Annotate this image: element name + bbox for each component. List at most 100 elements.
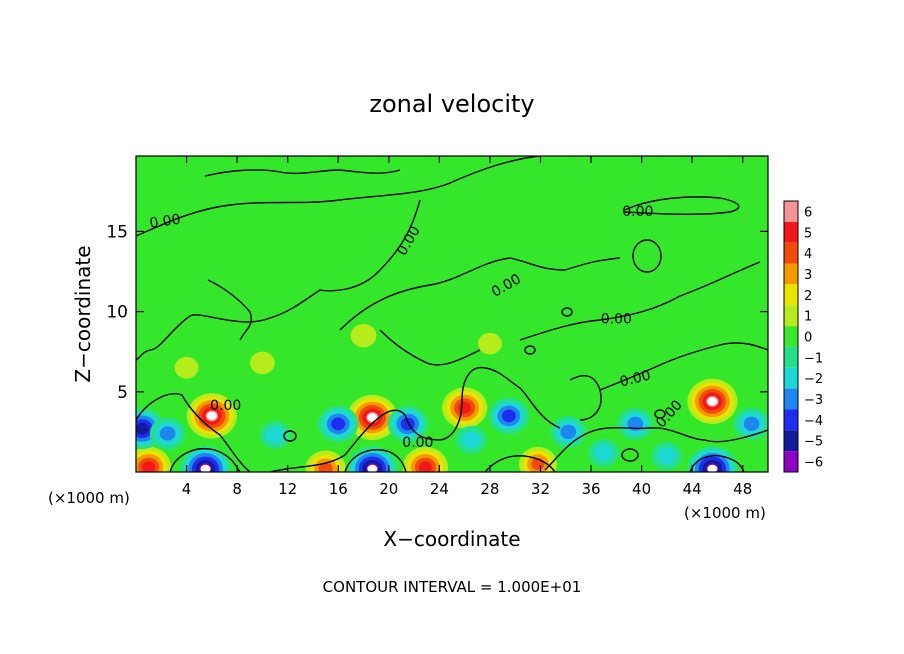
velocity-blob xyxy=(350,323,377,348)
velocity-core xyxy=(367,464,378,472)
colorbar-label: 2 xyxy=(804,289,812,304)
colorbar-swatch xyxy=(784,263,798,285)
velocity-blob xyxy=(318,462,333,472)
contour-loop-1 xyxy=(632,239,662,273)
velocity-blob xyxy=(331,417,346,431)
x-tick-label: 32 xyxy=(531,480,550,498)
colorbar-swatch xyxy=(784,451,798,472)
colorbar-swatch xyxy=(784,305,798,327)
x-unit-right: (×1000 m) xyxy=(684,504,766,522)
velocity-blob xyxy=(461,431,481,449)
x-tick-label: 4 xyxy=(182,480,192,498)
contour-label: 0.00 xyxy=(149,212,182,232)
x-tick-label: 12 xyxy=(278,480,297,498)
velocity-blob xyxy=(136,422,149,435)
contour-labels: 0.000.000.000.000.000.000.000.000.00 xyxy=(149,204,686,451)
velocity-blob xyxy=(142,461,156,472)
colorbar-swatch xyxy=(784,346,798,368)
x-tick-label: 16 xyxy=(329,480,348,498)
y-tick-label: 5 xyxy=(117,383,128,403)
x-tick-label: 28 xyxy=(480,480,499,498)
contour-loop-6 xyxy=(524,345,536,355)
contour-lower-3 xyxy=(269,366,561,472)
contour-label: 0.00 xyxy=(601,312,632,328)
velocity-blob xyxy=(265,426,285,444)
colorbar: 6 5 4 3 2 1 0 −1 −2 −3 −4 −5 −6 xyxy=(783,200,823,473)
contour-diagonal xyxy=(136,199,421,361)
contour-label: 0.00 xyxy=(210,398,241,414)
y-tick-label: 10 xyxy=(106,303,128,323)
contour-lower-6 xyxy=(169,448,241,472)
velocity-blob xyxy=(419,461,432,472)
contour-lower-4 xyxy=(544,427,768,471)
velocity-blob xyxy=(501,409,516,423)
plot-frame xyxy=(135,155,769,473)
colorbar-label: 6 xyxy=(804,205,812,220)
velocity-blob xyxy=(477,332,502,355)
velocity-blob xyxy=(249,351,275,375)
velocity-field xyxy=(136,323,768,472)
contour-loop-7 xyxy=(654,409,666,419)
colorbar-swatch xyxy=(784,242,798,264)
colorbar-swatch xyxy=(784,388,798,410)
contour-mid-4 xyxy=(379,329,481,366)
colorbar-swatch xyxy=(784,430,798,452)
contour-mid-2 xyxy=(339,257,621,331)
colorbar-swatch xyxy=(784,326,798,347)
velocity-blob xyxy=(627,416,644,432)
contour-lower-2 xyxy=(136,393,251,472)
contour-upper-left xyxy=(204,169,401,177)
contour-mid-3 xyxy=(519,261,761,341)
contour-lower-8 xyxy=(689,454,745,472)
colorbar-label: 4 xyxy=(804,247,812,262)
colorbar-label: 3 xyxy=(804,268,812,283)
velocity-core xyxy=(367,413,378,422)
contour-loop-2 xyxy=(624,196,740,215)
x-tick-label: 24 xyxy=(430,480,449,498)
contour-lower-5 xyxy=(569,374,602,421)
chart-title: zonal velocity xyxy=(369,90,534,118)
x-tick-label: 44 xyxy=(683,480,702,498)
colorbar-swatch xyxy=(784,367,798,389)
x-tick-label: 40 xyxy=(632,480,651,498)
contour-lower-9 xyxy=(484,455,556,472)
velocity-blob xyxy=(657,447,677,465)
colorbar-label: −6 xyxy=(804,456,823,471)
plot-area: 0.000.000.000.000.000.000.000.000.00 xyxy=(135,155,769,473)
x-tick-label: 20 xyxy=(379,480,398,498)
velocity-blob xyxy=(174,356,199,379)
colorbar-label: −5 xyxy=(804,435,823,450)
contour-interval-note: CONTOUR INTERVAL = 1.000E+01 xyxy=(323,578,582,596)
velocity-blob xyxy=(594,444,614,462)
velocity-core xyxy=(200,464,211,472)
velocity-core xyxy=(707,464,718,472)
x-tick-label: 8 xyxy=(232,480,242,498)
y-axis-label: Z−coordinate xyxy=(71,245,95,382)
x-unit-left: (×1000 m) xyxy=(48,489,130,507)
velocity-core xyxy=(206,411,217,420)
colorbar-label: 0 xyxy=(804,331,812,346)
contour-upper xyxy=(136,156,541,237)
velocity-blob xyxy=(560,424,577,440)
zero-contours xyxy=(136,156,768,472)
contour-label: 0.00 xyxy=(622,204,653,220)
colorbar-label: 5 xyxy=(804,226,812,241)
colorbar-label: −2 xyxy=(804,372,823,387)
velocity-blob xyxy=(743,416,760,432)
x-tick-label: 48 xyxy=(733,480,752,498)
contour-mid-1 xyxy=(207,279,252,341)
contour-lower-1 xyxy=(599,342,768,391)
colorbar-label: 1 xyxy=(804,310,812,325)
contour-label: 0.00 xyxy=(618,367,652,390)
colorbar-label: −4 xyxy=(804,414,823,429)
x-axis-label: X−coordinate xyxy=(383,527,520,551)
velocity-blob xyxy=(400,417,415,431)
colorbar-swatch xyxy=(784,201,798,222)
colorbar-swatch xyxy=(784,284,798,306)
contour-label: 0.00 xyxy=(402,435,433,451)
colorbar-frame xyxy=(783,200,799,473)
x-axis-ticks: 4 8 12 16 20 24 28 32 36 40 44 48 xyxy=(182,156,752,498)
contour-lower-7 xyxy=(344,449,407,472)
colorbar-swatch xyxy=(784,221,798,243)
